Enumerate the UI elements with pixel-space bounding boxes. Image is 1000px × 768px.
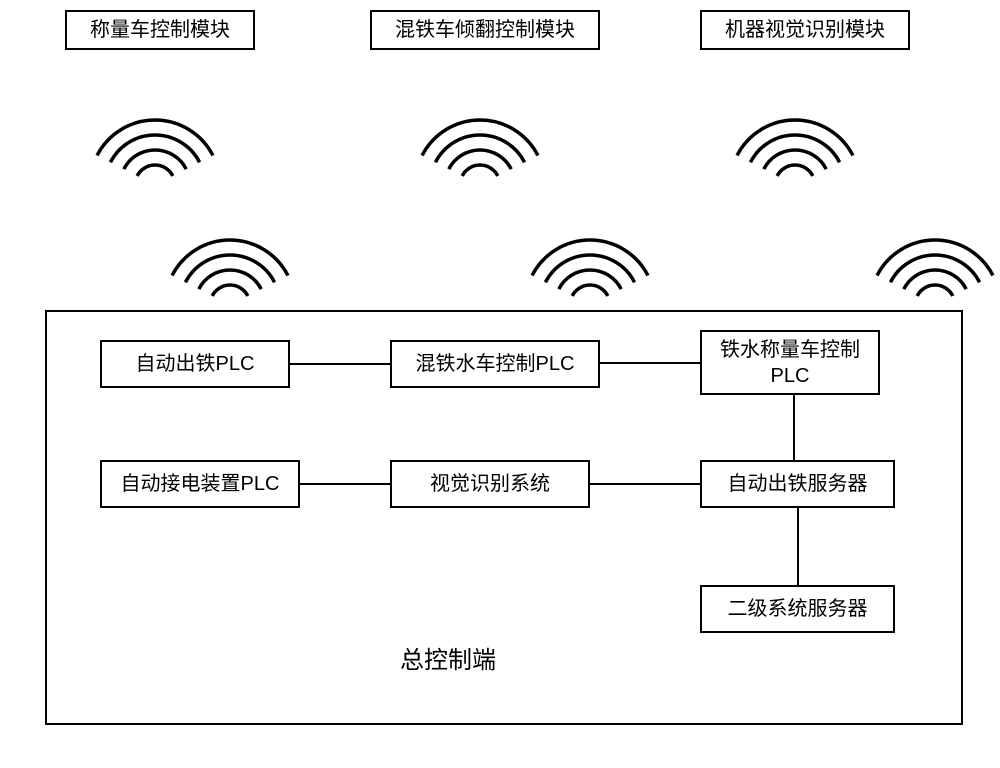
module-vision: 机器视觉识别模块 [700,10,910,50]
connector [290,363,390,365]
connector [300,483,390,485]
module-weighing: 称量车控制模块 [65,10,255,50]
l2-server: 二级系统服务器 [700,585,895,633]
vision-system: 视觉识别系统 [390,460,590,508]
main-controller-label: 总控制端 [400,640,496,675]
wireless-icon [160,210,300,305]
connector [797,508,799,585]
wireless-icon [520,210,660,305]
auto-tap-server: 自动出铁服务器 [700,460,895,508]
plc-auto-tap: 自动出铁PLC [100,340,290,388]
plc-auto-power: 自动接电装置PLC [100,460,300,508]
wireless-icon [410,90,550,185]
connector [793,395,795,460]
plc-weigh: 铁水称量车控制PLC [700,330,880,395]
connector [600,362,700,364]
plc-mix-car: 混铁水车控制PLC [390,340,600,388]
connector [590,483,700,485]
module-tilting: 混铁车倾翻控制模块 [370,10,600,50]
wireless-icon [85,90,225,185]
wireless-icon [725,90,865,185]
wireless-icon [865,210,1000,305]
